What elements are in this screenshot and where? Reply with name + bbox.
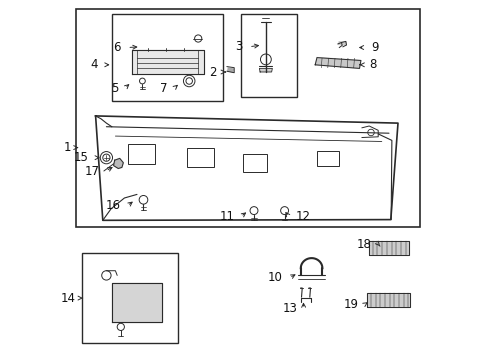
Text: 12: 12 [295,210,310,223]
Bar [128,144,155,164]
Bar [243,154,267,172]
Text: 15: 15 [74,151,88,164]
Text: 10: 10 [268,271,283,284]
Text: 13: 13 [282,302,297,315]
Text: 18: 18 [357,238,372,251]
Text: 6: 6 [113,41,121,54]
Bar [187,148,215,167]
Text: 19: 19 [343,298,358,311]
Polygon shape [369,241,409,255]
Text: 11: 11 [219,210,234,223]
Polygon shape [368,293,410,307]
Polygon shape [132,50,204,74]
Text: 1: 1 [64,141,72,154]
Bar [317,151,339,166]
Polygon shape [338,41,347,46]
Text: 4: 4 [91,58,98,71]
Text: 2: 2 [209,66,216,78]
Polygon shape [259,69,272,72]
Text: 16: 16 [106,199,121,212]
Bar [112,14,223,101]
Bar [76,9,419,227]
Text: 3: 3 [235,40,243,53]
Text: 17: 17 [84,165,99,177]
Bar [82,253,178,343]
Polygon shape [114,158,123,168]
Text: 8: 8 [369,58,377,71]
Text: 5: 5 [111,82,118,95]
Polygon shape [112,283,162,322]
Text: 9: 9 [371,41,378,54]
Polygon shape [227,67,234,73]
Text: 7: 7 [160,82,168,95]
Text: 14: 14 [61,292,76,305]
Polygon shape [315,58,361,68]
Bar [242,14,297,97]
